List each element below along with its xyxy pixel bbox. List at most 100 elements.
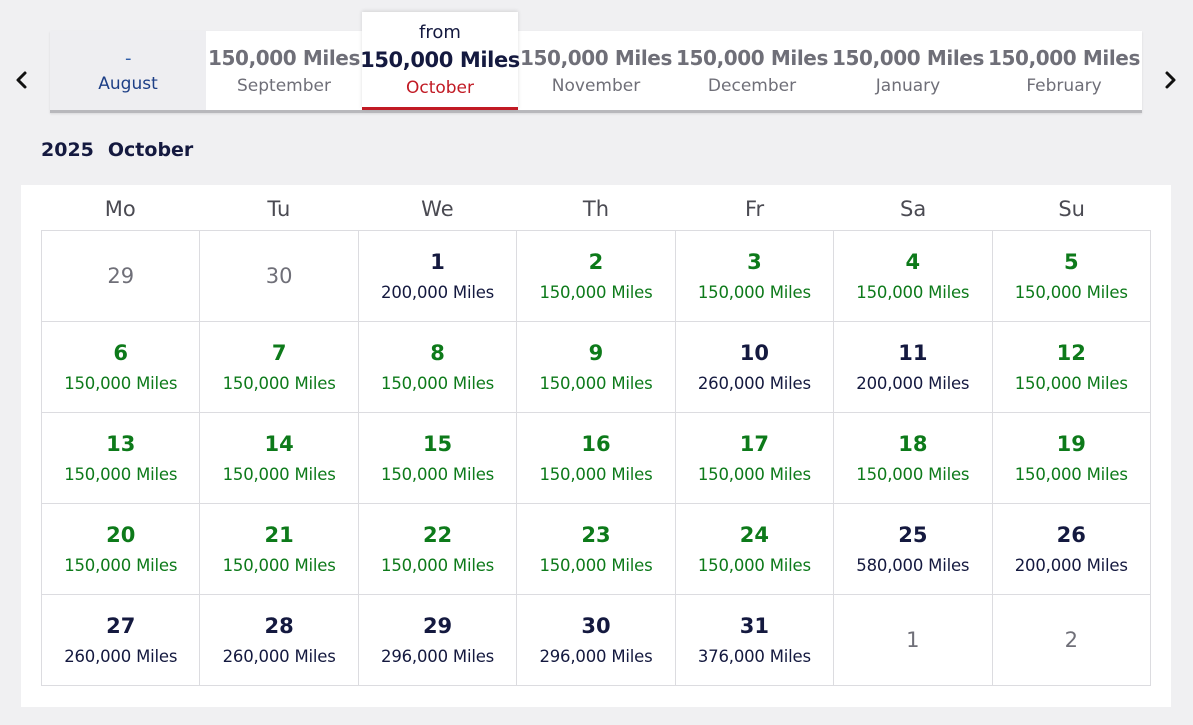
- calendar-day-cell[interactable]: 17 150,000 Miles: [674, 412, 835, 504]
- weekday-header: Mo Tu We Th Fr Sa Su: [41, 197, 1151, 231]
- day-number: 18: [898, 432, 928, 456]
- calendar-day-cell[interactable]: 14 150,000 Miles: [199, 412, 359, 504]
- next-month-button[interactable]: [1158, 62, 1182, 98]
- calendar-day-cell[interactable]: 21 150,000 Miles: [199, 503, 359, 595]
- calendar-day-cell[interactable]: 23 150,000 Miles: [516, 503, 676, 595]
- day-number: 10: [739, 341, 770, 365]
- day-number: 23: [581, 523, 611, 547]
- month-price: -: [124, 47, 132, 69]
- day-number: 27: [106, 614, 136, 638]
- calendar-day-cell[interactable]: 29 296,000 Miles: [357, 594, 518, 686]
- month-tab-september[interactable]: 150,000 Miles September: [206, 31, 362, 110]
- calendar-day-cell[interactable]: 30 296,000 Miles: [516, 594, 676, 686]
- month-tab-august: - August: [50, 31, 206, 110]
- month-name: August: [98, 73, 158, 94]
- day-number: 31: [739, 614, 770, 638]
- calendar-day-cell[interactable]: 19 150,000 Miles: [991, 412, 1152, 504]
- day-number: 2: [588, 250, 604, 274]
- month-name: January: [875, 75, 941, 96]
- day-number: 17: [739, 432, 770, 456]
- calendar-grid: 29 30 1 200,000 Miles 2 150,000 Miles 3 150,000…: [40, 230, 1152, 686]
- calendar-day-cell[interactable]: 6 150,000 Miles: [40, 321, 201, 413]
- calendar-day-cell[interactable]: 1 200,000 Miles: [357, 230, 518, 322]
- weekday-label: Tu: [267, 197, 291, 221]
- month-selector: - August 150,000 Miles September from 150,000…: [50, 12, 1142, 113]
- calendar-heading: 2025 October: [41, 139, 193, 161]
- day-miles-price: 150,000 Miles: [539, 374, 653, 393]
- day-miles-price: 200,000 Miles: [1014, 556, 1128, 575]
- calendar-day-outside-month: 30: [199, 230, 359, 322]
- day-number: 20: [106, 523, 136, 547]
- day-number: 30: [581, 614, 611, 638]
- calendar-week-row: 29 30 1 200,000 Miles 2 150,000 Miles 3 150,000…: [40, 230, 1152, 322]
- month-name: October: [405, 77, 475, 98]
- day-number: 2: [1064, 628, 1078, 652]
- calendar-day-outside-month: 29: [40, 230, 201, 322]
- month-tab-january[interactable]: 150,000 Miles January: [830, 31, 986, 110]
- day-miles-price: 150,000 Miles: [856, 283, 970, 302]
- calendar-day-cell[interactable]: 12 150,000 Miles: [991, 321, 1152, 413]
- month-tab-december[interactable]: 150,000 Miles December: [674, 31, 830, 110]
- day-miles-price: 150,000 Miles: [1014, 465, 1128, 484]
- day-miles-price: 150,000 Miles: [1014, 374, 1128, 393]
- calendar-day-cell[interactable]: 13 150,000 Miles: [40, 412, 201, 504]
- calendar-week-row: 27 260,000 Miles 28 260,000 Miles 29 296,000 …: [40, 594, 1152, 686]
- day-miles-price: 150,000 Miles: [539, 283, 653, 302]
- day-number: 14: [264, 432, 294, 456]
- calendar-day-cell[interactable]: 27 260,000 Miles: [40, 594, 201, 686]
- calendar-day-cell[interactable]: 7 150,000 Miles: [199, 321, 359, 413]
- calendar-day-cell[interactable]: 5 150,000 Miles: [991, 230, 1152, 322]
- day-number: 9: [588, 341, 604, 365]
- day-number: 26: [1056, 523, 1086, 547]
- calendar-day-cell[interactable]: 15 150,000 Miles: [357, 412, 518, 504]
- calendar-day-cell[interactable]: 3 150,000 Miles: [674, 230, 835, 322]
- day-miles-price: 150,000 Miles: [1014, 283, 1128, 302]
- day-number: 5: [1063, 250, 1079, 274]
- day-number: 15: [422, 432, 453, 456]
- calendar-day-cell[interactable]: 10 260,000 Miles: [674, 321, 835, 413]
- day-number: 6: [113, 341, 129, 365]
- calendar-day-cell[interactable]: 8 150,000 Miles: [357, 321, 518, 413]
- day-number: 1: [906, 628, 920, 652]
- month-tab-october[interactable]: from 150,000 Miles October: [360, 12, 520, 110]
- calendar-day-cell[interactable]: 20 150,000 Miles: [40, 503, 201, 595]
- month-tab-november[interactable]: 150,000 Miles November: [518, 31, 674, 110]
- calendar-day-cell[interactable]: 26 200,000 Miles: [991, 503, 1152, 595]
- calendar-day-cell[interactable]: 11 200,000 Miles: [833, 321, 993, 413]
- calendar-day-cell[interactable]: 18 150,000 Miles: [833, 412, 993, 504]
- calendar-day-cell[interactable]: 31 376,000 Miles: [674, 594, 835, 686]
- month-tab-february[interactable]: 150,000 Miles February: [986, 31, 1142, 110]
- day-number: 1: [430, 250, 445, 274]
- day-miles-price: 150,000 Miles: [697, 283, 811, 302]
- weekday-label: Mo: [104, 197, 136, 221]
- calendar-day-cell[interactable]: 25 580,000 Miles: [833, 503, 993, 595]
- month-price: 150,000 Miles: [988, 45, 1140, 70]
- calendar-day-cell[interactable]: 24 150,000 Miles: [674, 503, 835, 595]
- month-price: 150,000 Miles: [520, 45, 672, 70]
- month-name: February: [1026, 75, 1102, 96]
- calendar-day-cell[interactable]: 16 150,000 Miles: [516, 412, 676, 504]
- chevron-left-icon: [16, 71, 27, 89]
- month-name: September: [237, 75, 331, 96]
- calendar-day-cell[interactable]: 9 150,000 Miles: [516, 321, 676, 413]
- day-miles-price: 150,000 Miles: [222, 374, 336, 393]
- day-miles-price: 376,000 Miles: [697, 647, 811, 666]
- calendar-day-outside-month: 2: [991, 594, 1152, 686]
- calendar-week-row: 13 150,000 Miles 14 150,000 Miles 15 150,000 …: [40, 412, 1152, 504]
- prev-month-button[interactable]: [10, 62, 34, 98]
- day-number: 12: [1056, 341, 1086, 365]
- day-number: 16: [581, 432, 611, 456]
- day-miles-price: 150,000 Miles: [697, 465, 811, 484]
- calendar-day-cell[interactable]: 2 150,000 Miles: [516, 230, 676, 322]
- weekday-label: Fr: [744, 197, 765, 221]
- day-miles-price: 150,000 Miles: [381, 374, 495, 393]
- month-name: November: [551, 75, 641, 96]
- month-price: 150,000 Miles: [208, 45, 360, 70]
- calendar-day-cell[interactable]: 22 150,000 Miles: [357, 503, 518, 595]
- weekday-label: Su: [1058, 197, 1085, 221]
- calendar-day-cell[interactable]: 28 260,000 Miles: [199, 594, 359, 686]
- calendar-day-cell[interactable]: 4 150,000 Miles: [833, 230, 993, 322]
- month-from-label: from: [419, 21, 461, 43]
- day-miles-price: 150,000 Miles: [64, 556, 178, 575]
- day-miles-price: 150,000 Miles: [539, 465, 653, 484]
